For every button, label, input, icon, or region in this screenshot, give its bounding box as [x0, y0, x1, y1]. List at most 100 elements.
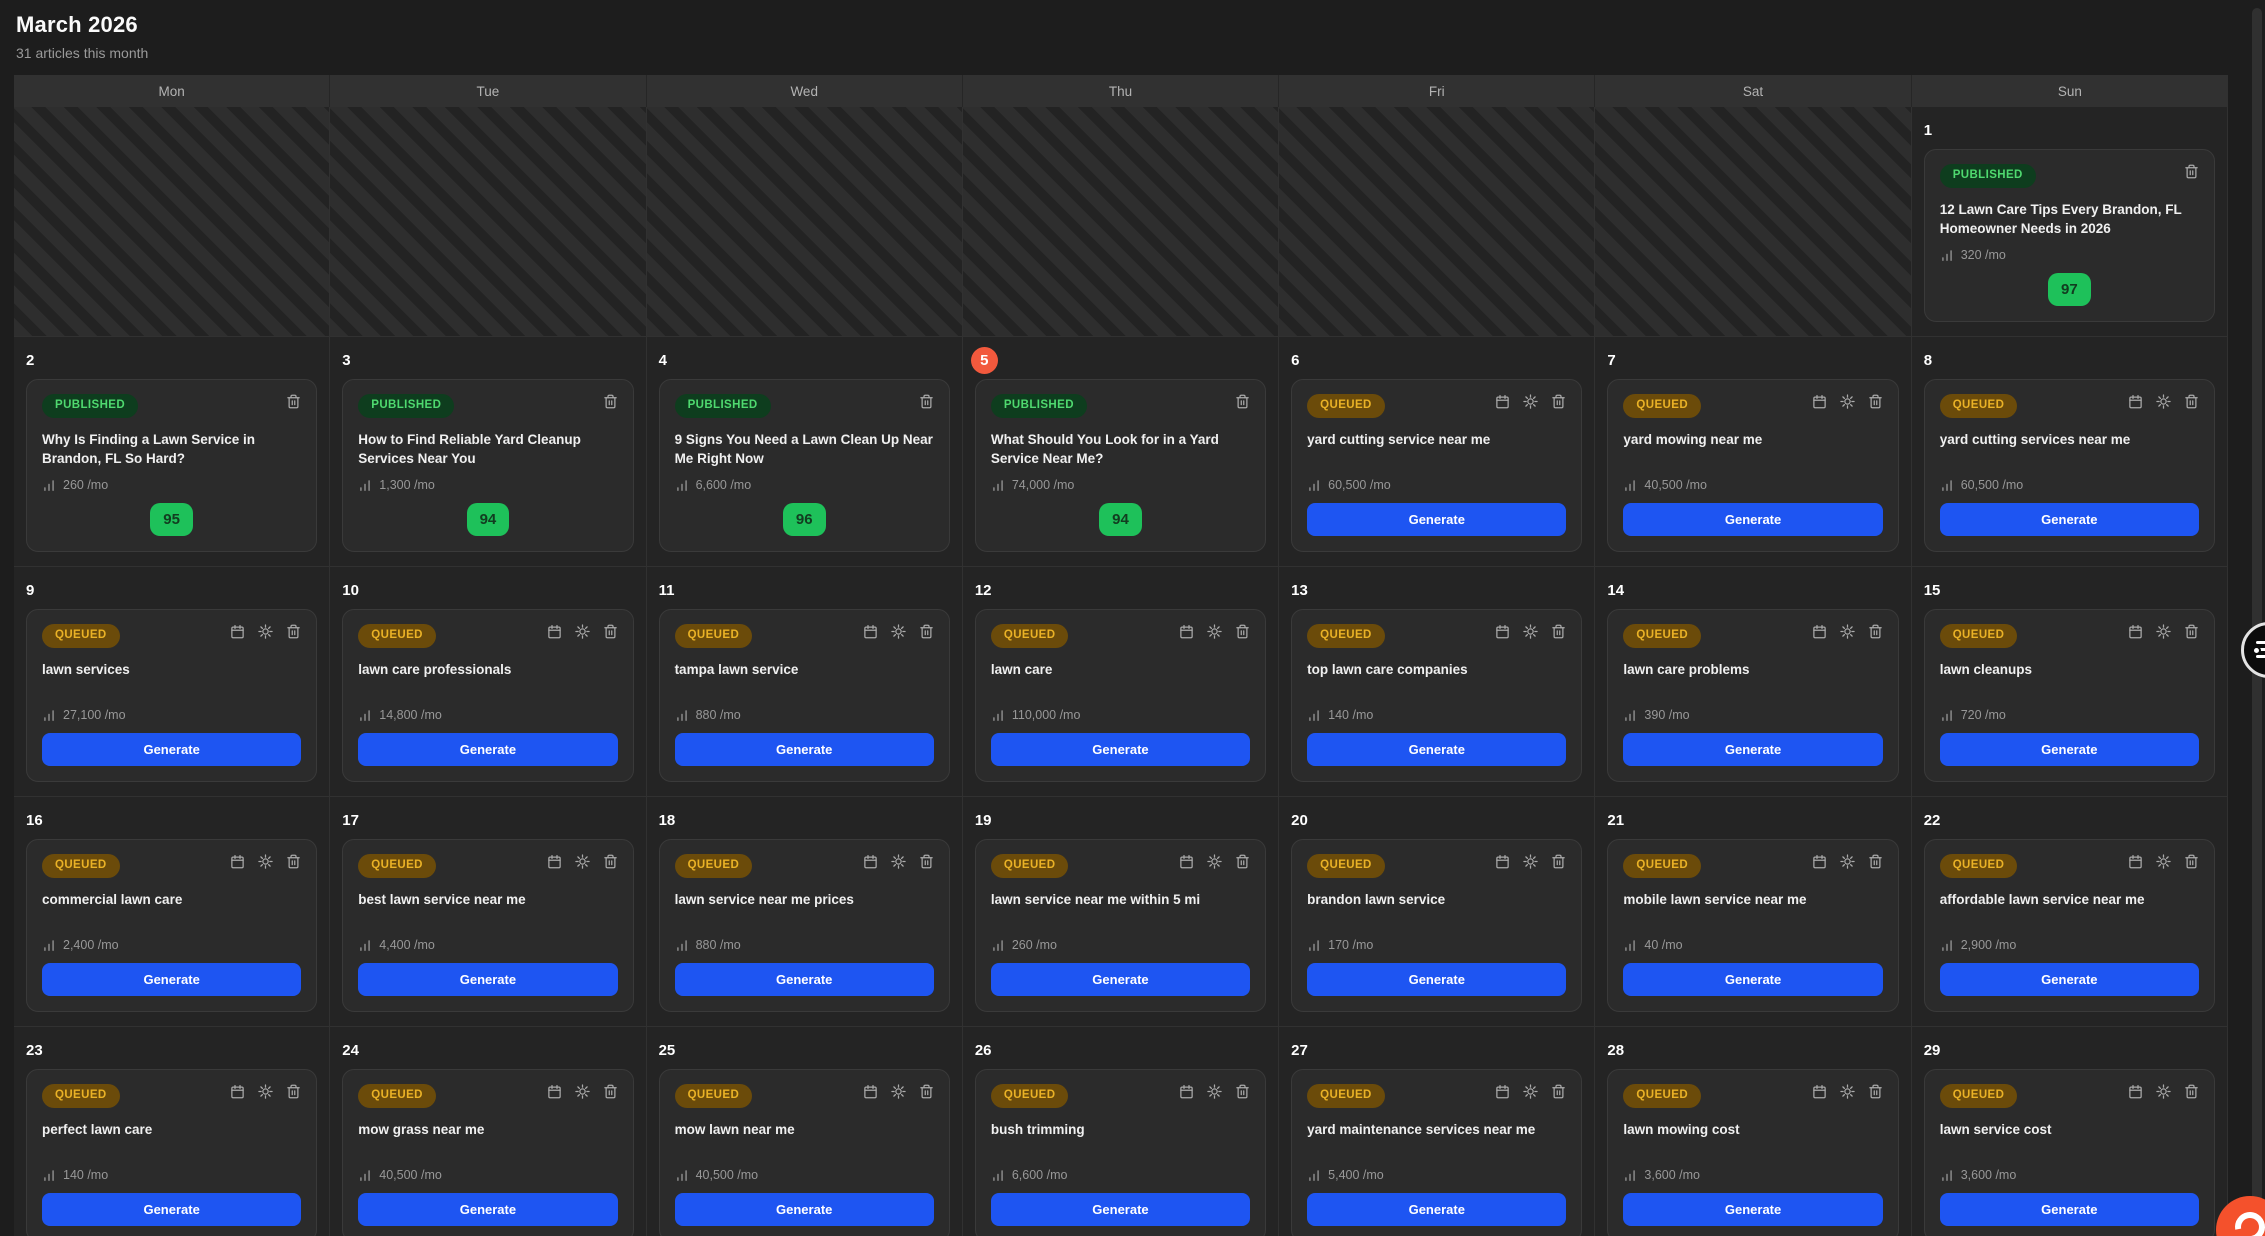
delete-button[interactable]	[2184, 854, 2199, 869]
generate-button[interactable]: Generate	[674, 963, 934, 996]
generate-button[interactable]: Generate	[1307, 503, 1567, 536]
delete-button[interactable]	[603, 854, 618, 869]
reschedule-button[interactable]	[1495, 394, 1510, 409]
delete-button[interactable]	[1235, 1084, 1250, 1099]
vertical-scrollbar[interactable]	[2252, 8, 2262, 1228]
generate-button[interactable]: Generate	[1939, 1193, 2199, 1226]
settings-button[interactable]	[574, 624, 590, 639]
generate-button[interactable]: Generate	[1939, 963, 2199, 996]
reschedule-button[interactable]	[1495, 854, 1510, 869]
settings-button[interactable]	[891, 854, 906, 869]
reschedule-button[interactable]	[1812, 1084, 1827, 1099]
delete-button[interactable]	[919, 394, 934, 409]
settings-button[interactable]	[258, 624, 273, 639]
settings-button[interactable]	[1207, 854, 1222, 869]
delete-button[interactable]	[919, 1084, 934, 1099]
article-card[interactable]: QUEUED	[1923, 609, 2215, 782]
settings-button[interactable]	[2156, 394, 2171, 409]
settings-button[interactable]	[1523, 854, 1539, 869]
article-card[interactable]: QUEUED	[26, 1069, 318, 1236]
reschedule-button[interactable]	[2128, 854, 2143, 869]
article-card[interactable]: QUEUED	[26, 609, 318, 782]
generate-button[interactable]: Generate	[358, 1193, 618, 1226]
delete-button[interactable]	[1551, 854, 1566, 869]
delete-button[interactable]	[603, 624, 618, 639]
article-card[interactable]: QUEUED	[342, 1069, 634, 1236]
settings-button[interactable]	[2156, 854, 2171, 869]
delete-button[interactable]	[1868, 1084, 1883, 1099]
reschedule-button[interactable]	[1812, 854, 1827, 869]
settings-button[interactable]	[1523, 1084, 1539, 1099]
reschedule-button[interactable]	[1812, 394, 1827, 409]
settings-button[interactable]	[258, 1084, 273, 1099]
generate-button[interactable]: Generate	[1307, 963, 1567, 996]
generate-button[interactable]: Generate	[1623, 503, 1883, 536]
article-card[interactable]: PUBLISHED 12 Lawn Care T	[1923, 149, 2215, 322]
settings-button[interactable]	[1840, 394, 1855, 409]
delete-button[interactable]	[1868, 854, 1883, 869]
delete-button[interactable]	[1551, 1084, 1566, 1099]
settings-button[interactable]	[2156, 624, 2171, 639]
delete-button[interactable]	[1868, 624, 1883, 639]
generate-button[interactable]: Generate	[674, 1193, 934, 1226]
settings-button[interactable]	[2156, 1084, 2171, 1099]
article-card[interactable]: PUBLISHED How to Find Re	[342, 379, 634, 552]
settings-button[interactable]	[1840, 1084, 1855, 1099]
reschedule-button[interactable]	[1179, 854, 1194, 869]
article-card[interactable]: QUEUED	[1291, 1069, 1583, 1236]
reschedule-button[interactable]	[1812, 624, 1827, 639]
article-card[interactable]: QUEUED	[1607, 1069, 1899, 1236]
generate-button[interactable]: Generate	[1623, 1193, 1883, 1226]
article-card[interactable]: PUBLISHED 9 Signs You Ne	[658, 379, 950, 552]
generate-button[interactable]: Generate	[990, 1193, 1251, 1226]
article-card[interactable]: QUEUED	[1607, 379, 1899, 552]
reschedule-button[interactable]	[2128, 1084, 2143, 1099]
delete-button[interactable]	[1235, 394, 1250, 409]
generate-button[interactable]: Generate	[42, 733, 302, 766]
delete-button[interactable]	[1868, 394, 1883, 409]
settings-button[interactable]	[1207, 624, 1222, 639]
article-card[interactable]: QUEUED	[1291, 379, 1583, 552]
generate-button[interactable]: Generate	[1623, 963, 1883, 996]
generate-button[interactable]: Generate	[990, 963, 1251, 996]
generate-button[interactable]: Generate	[1307, 733, 1567, 766]
reschedule-button[interactable]	[547, 854, 562, 869]
article-card[interactable]: QUEUED	[974, 839, 1267, 1012]
generate-button[interactable]: Generate	[1623, 733, 1883, 766]
delete-button[interactable]	[2184, 164, 2199, 179]
delete-button[interactable]	[286, 854, 301, 869]
reschedule-button[interactable]	[230, 1084, 245, 1099]
delete-button[interactable]	[286, 1084, 301, 1099]
delete-button[interactable]	[2184, 394, 2199, 409]
article-card[interactable]: QUEUED	[1607, 609, 1899, 782]
settings-button[interactable]	[1523, 394, 1539, 409]
article-card[interactable]: PUBLISHED What Should Yo	[974, 379, 1267, 552]
generate-button[interactable]: Generate	[358, 963, 618, 996]
article-card[interactable]: QUEUED	[1607, 839, 1899, 1012]
reschedule-button[interactable]	[1495, 624, 1510, 639]
article-card[interactable]: PUBLISHED Why Is Finding	[26, 379, 318, 552]
article-card[interactable]: QUEUED	[658, 839, 950, 1012]
delete-button[interactable]	[1235, 854, 1250, 869]
article-card[interactable]: QUEUED	[658, 1069, 950, 1236]
delete-button[interactable]	[2184, 624, 2199, 639]
generate-button[interactable]: Generate	[42, 963, 302, 996]
delete-button[interactable]	[919, 854, 934, 869]
article-card[interactable]: QUEUED	[1923, 379, 2215, 552]
settings-button[interactable]	[574, 854, 590, 869]
reschedule-button[interactable]	[2128, 394, 2143, 409]
article-card[interactable]: QUEUED	[1923, 839, 2215, 1012]
generate-button[interactable]: Generate	[674, 733, 934, 766]
delete-button[interactable]	[286, 394, 301, 409]
reschedule-button[interactable]	[2128, 624, 2143, 639]
reschedule-button[interactable]	[1495, 1084, 1510, 1099]
generate-button[interactable]: Generate	[990, 733, 1251, 766]
settings-button[interactable]	[1207, 1084, 1222, 1099]
reschedule-button[interactable]	[863, 624, 878, 639]
reschedule-button[interactable]	[547, 624, 562, 639]
article-card[interactable]: QUEUED	[26, 839, 318, 1012]
generate-button[interactable]: Generate	[1939, 733, 2199, 766]
delete-button[interactable]	[1551, 394, 1566, 409]
settings-button[interactable]	[258, 854, 273, 869]
generate-button[interactable]: Generate	[42, 1193, 302, 1226]
